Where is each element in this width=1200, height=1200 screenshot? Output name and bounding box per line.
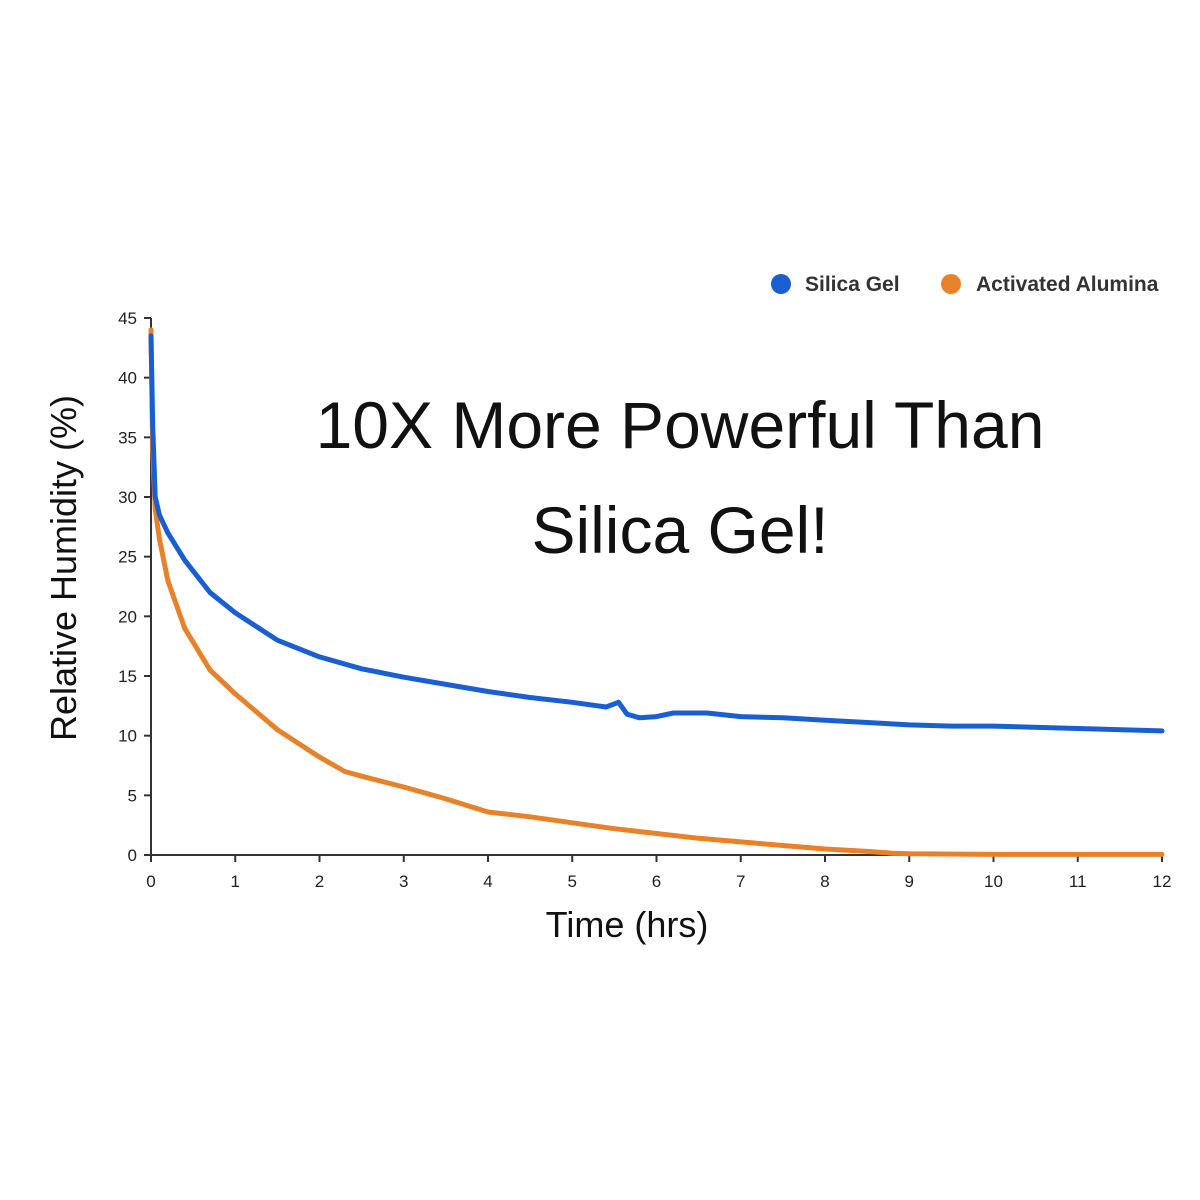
y-tick-label: 15 <box>118 667 137 686</box>
x-tick-label: 8 <box>820 872 829 891</box>
legend-item-activated-alumina: Activated Alumina <box>941 273 1159 296</box>
x-tick-label: 12 <box>1153 872 1172 891</box>
x-tick-label: 2 <box>315 872 324 891</box>
y-tick-label: 10 <box>118 727 137 746</box>
legend: Silica Gel Activated Alumina <box>771 273 1159 296</box>
x-axis-title: Time (hrs) <box>546 904 709 945</box>
headline-line-1: 10X More Powerful Than <box>315 388 1045 462</box>
legend-label-activated-alumina: Activated Alumina <box>976 273 1159 296</box>
x-axis-ticks: 0 1 2 3 4 5 6 7 8 9 10 11 12 <box>146 855 1171 891</box>
y-tick-label: 45 <box>118 309 137 328</box>
y-tick-label: 0 <box>128 846 137 865</box>
x-tick-label: 11 <box>1069 872 1087 891</box>
x-tick-label: 1 <box>231 872 240 891</box>
legend-swatch-silica-gel <box>771 274 791 294</box>
x-tick-label: 9 <box>905 872 914 891</box>
series-line-activated-alumina <box>148 327 1165 857</box>
y-tick-label: 25 <box>118 548 137 567</box>
series-line-silica-gel <box>148 333 1165 734</box>
y-tick-label: 5 <box>128 786 137 805</box>
x-tick-label: 3 <box>399 872 408 891</box>
legend-label-silica-gel: Silica Gel <box>805 273 900 296</box>
x-tick-label: 7 <box>736 872 745 891</box>
y-tick-label: 35 <box>118 428 137 447</box>
x-tick-label: 6 <box>652 872 661 891</box>
y-axis-ticks: 0 5 10 15 20 25 30 35 40 45 <box>118 309 151 865</box>
y-tick-label: 20 <box>118 607 137 626</box>
y-axis-title: Relative Humidity (%) <box>43 395 84 741</box>
y-tick-label: 30 <box>118 488 137 507</box>
x-tick-label: 4 <box>483 872 492 891</box>
headline-line-2: Silica Gel! <box>531 493 829 567</box>
legend-item-silica-gel: Silica Gel <box>771 273 900 296</box>
x-tick-label: 5 <box>568 872 577 891</box>
y-tick-label: 40 <box>118 369 137 388</box>
legend-swatch-activated-alumina <box>941 274 961 294</box>
x-tick-label: 0 <box>146 872 155 891</box>
x-tick-label: 10 <box>984 872 1003 891</box>
series-layer <box>148 327 1165 857</box>
